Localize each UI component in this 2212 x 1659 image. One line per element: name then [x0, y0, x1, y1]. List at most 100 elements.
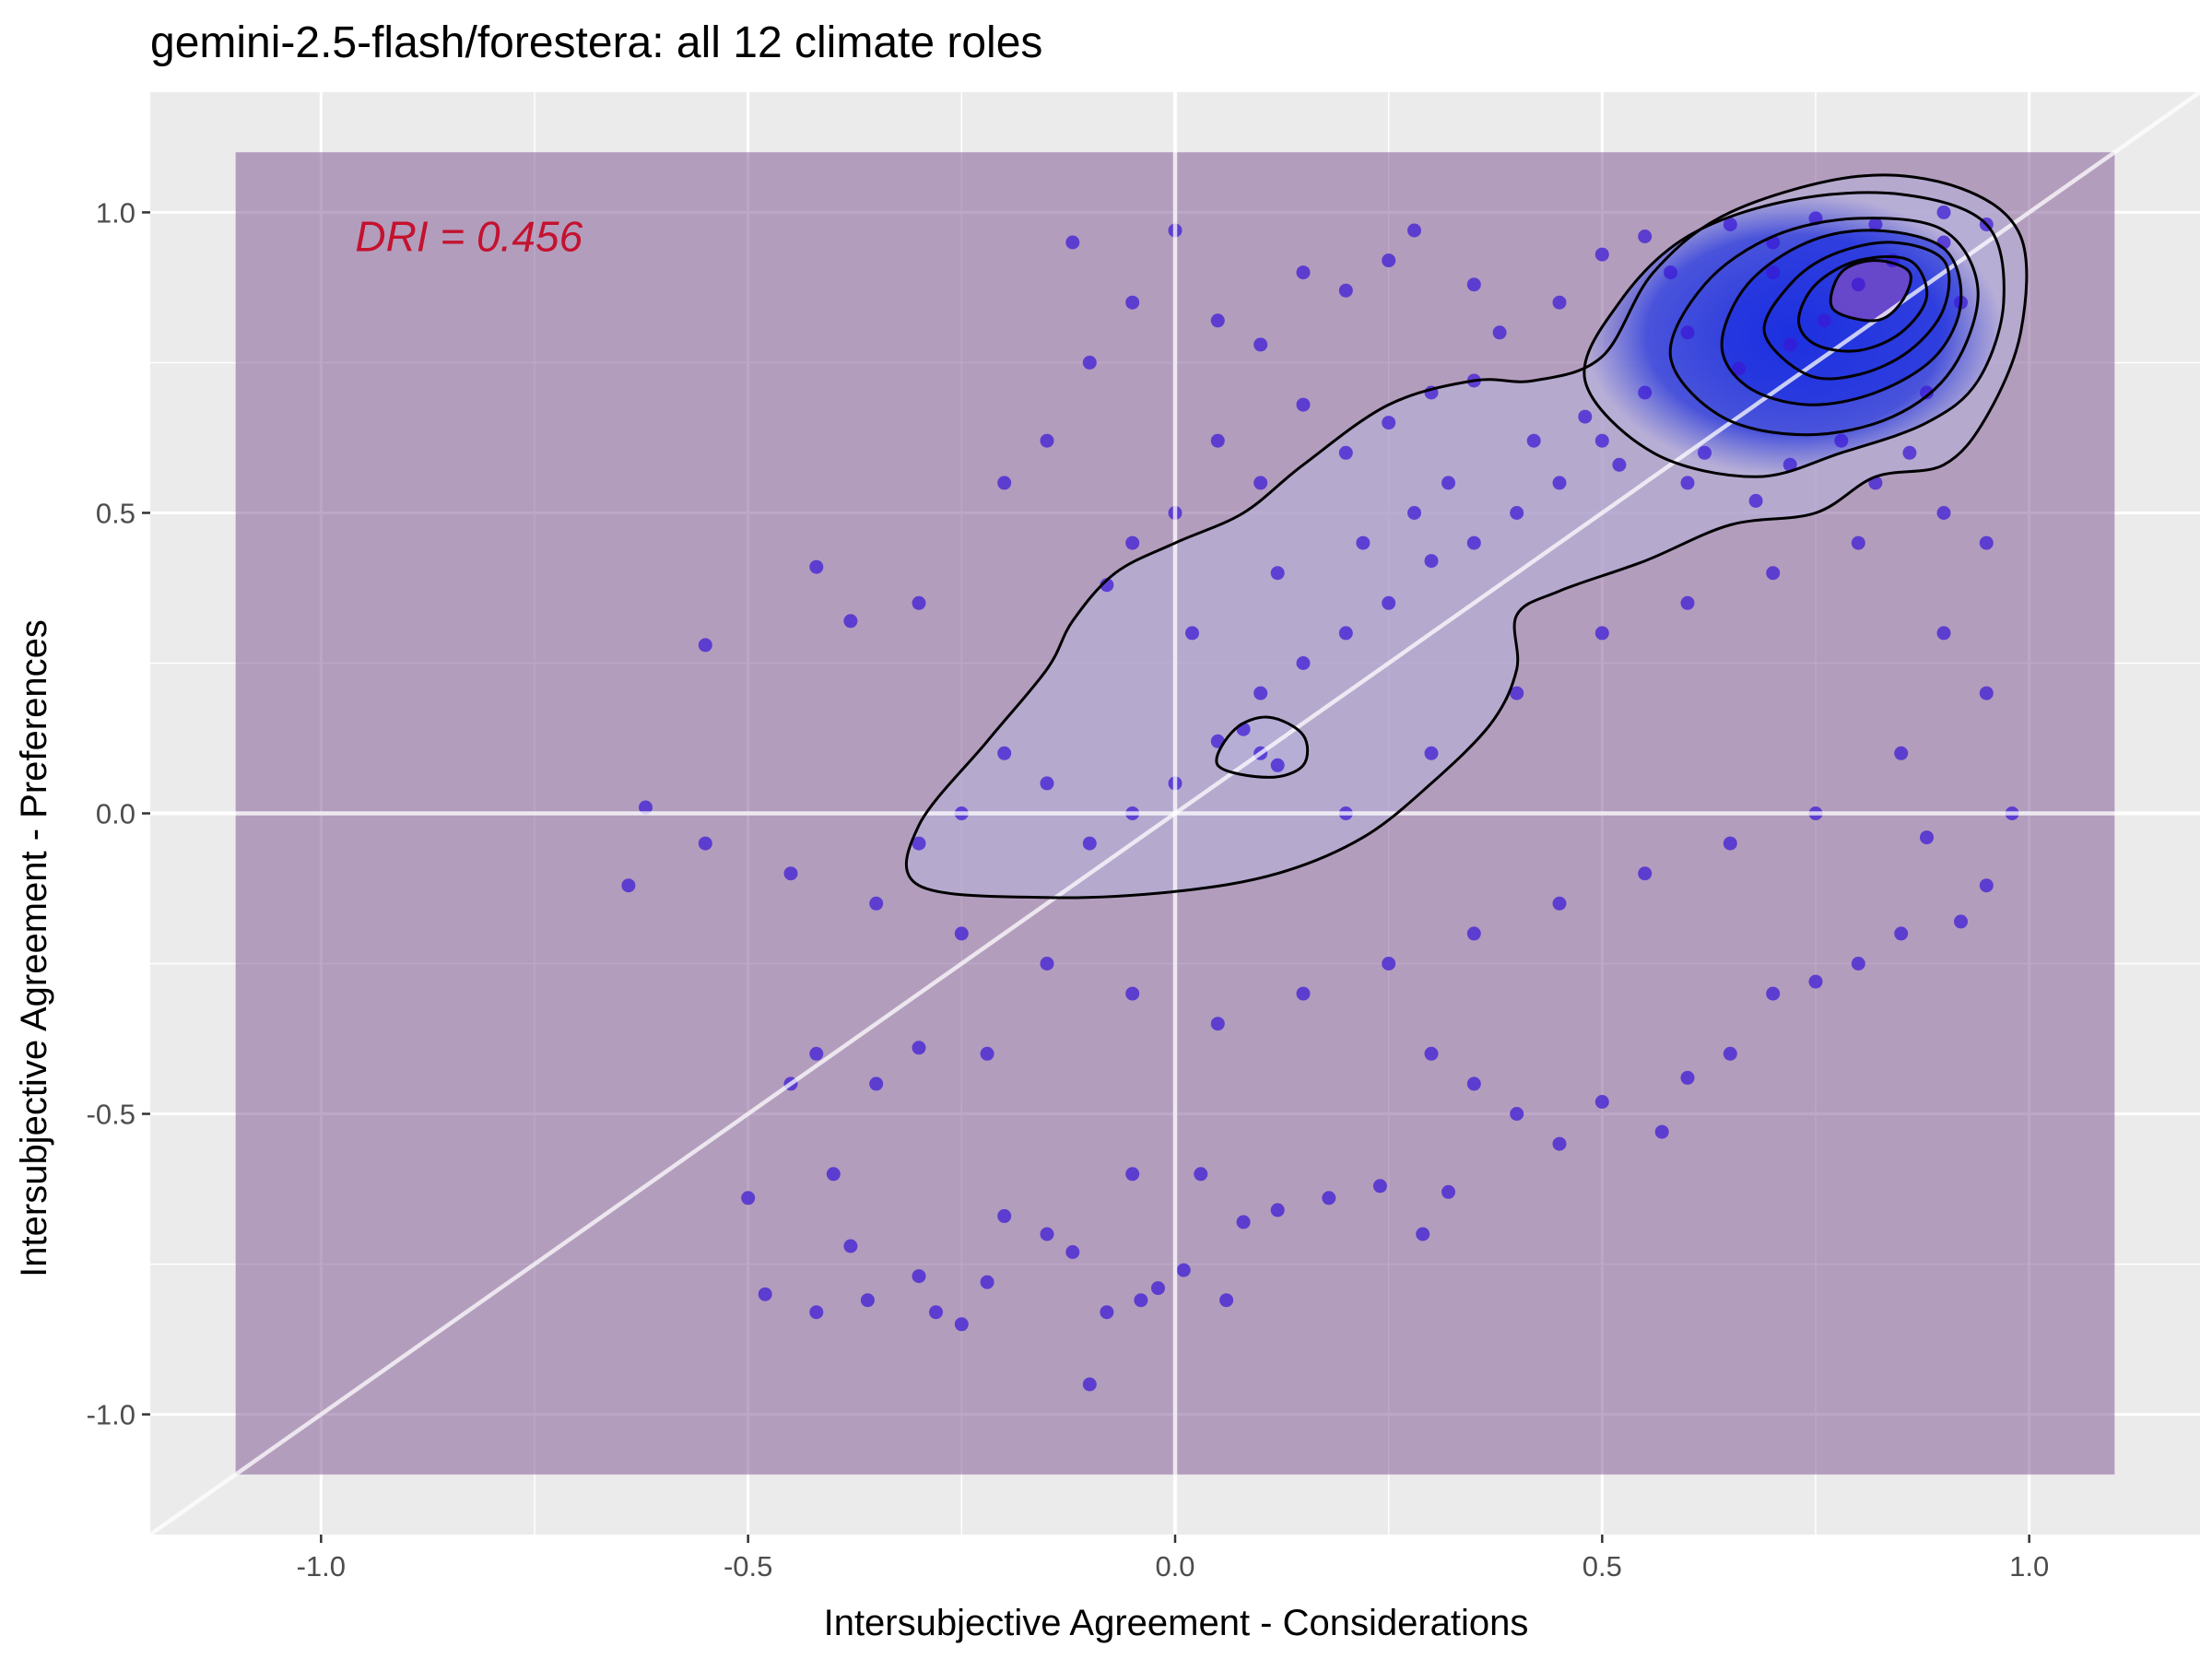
data-point [1253, 686, 1268, 700]
data-point [1466, 277, 1481, 292]
data-point [1100, 578, 1114, 593]
data-point [869, 896, 884, 911]
y-axis: -1.0 -0.5 0.0 0.5 1.0 [87, 196, 150, 1431]
data-point [809, 1046, 824, 1061]
data-point [1424, 746, 1439, 760]
data-point [1817, 313, 1831, 328]
data-point [1868, 218, 1883, 231]
data-point [1338, 283, 1353, 298]
data-point [1612, 457, 1627, 472]
data-point [1151, 1281, 1165, 1296]
data-point [1680, 1070, 1695, 1085]
data-point [1125, 1167, 1140, 1182]
data-point [1125, 295, 1140, 310]
data-point [621, 878, 636, 893]
data-point [1766, 566, 1781, 581]
data-point [741, 1191, 756, 1206]
data-point [1936, 626, 1951, 641]
data-point [1082, 1377, 1097, 1392]
data-point [1125, 535, 1140, 550]
data-point [1851, 957, 1865, 971]
data-point [698, 638, 712, 653]
reference-lines [150, 92, 2200, 1535]
data-point [1040, 433, 1054, 448]
data-point [1040, 776, 1054, 791]
data-point [954, 1317, 969, 1332]
data-point [1851, 535, 1865, 550]
data-point [1552, 476, 1567, 490]
data-point [1654, 1124, 1669, 1139]
data-point [1492, 325, 1507, 340]
data-point [1065, 1245, 1080, 1259]
data-point [1296, 397, 1311, 412]
data-point [1936, 205, 1951, 219]
data-point [843, 1239, 858, 1253]
data-point [639, 800, 653, 815]
data-point [1466, 926, 1481, 941]
data-point [1920, 385, 1934, 400]
data-point [912, 1041, 926, 1055]
data-point [869, 1077, 884, 1091]
data-point [1253, 476, 1268, 490]
data-point [843, 614, 858, 629]
data-point [1594, 626, 1609, 641]
data-point [1382, 595, 1396, 610]
data-point [1510, 1107, 1524, 1121]
data-point [980, 1275, 994, 1289]
data-point [1210, 433, 1225, 448]
data-point [929, 1305, 943, 1320]
data-point [1236, 1215, 1251, 1230]
data-point [1766, 986, 1781, 1001]
data-point [1253, 337, 1268, 352]
data-point [1979, 535, 1994, 550]
data-point [1372, 1179, 1387, 1194]
y-tick-label: -1.0 [87, 1399, 135, 1431]
data-point [1176, 1263, 1191, 1277]
density-contour-line [1215, 715, 1310, 779]
density-contour-line [1829, 259, 1912, 323]
data-point [1065, 235, 1080, 250]
data-point [1766, 265, 1781, 280]
data-point [1416, 1227, 1430, 1241]
data-point [783, 866, 798, 881]
data-point [1723, 1046, 1737, 1061]
density-contour-line [1668, 217, 1980, 437]
data-point [809, 1305, 824, 1320]
data-point [1552, 295, 1567, 310]
data-point [1808, 974, 1823, 989]
data-point [1578, 409, 1593, 424]
data-point [1040, 957, 1054, 971]
data-point [1680, 595, 1695, 610]
data-point [1894, 926, 1909, 941]
data-point [1851, 277, 1865, 292]
data-point [1407, 223, 1421, 238]
data-point [826, 1167, 841, 1182]
plot-panel: DRI = 0.456 [150, 92, 2200, 1535]
x-tick-label: 1.0 [2009, 1550, 2049, 1583]
x-tick-label: -1.0 [297, 1550, 346, 1583]
data-point [1382, 416, 1396, 430]
data-point [1296, 265, 1311, 280]
data-point [1783, 337, 1797, 352]
data-point [1510, 686, 1524, 700]
data-point [698, 836, 712, 851]
data-point [997, 746, 1012, 760]
data-point [997, 1208, 1012, 1223]
data-point [1322, 1191, 1336, 1206]
data-point [1510, 506, 1524, 520]
y-tick-label: 0.5 [96, 497, 135, 529]
x-tick-label: -0.5 [724, 1550, 772, 1583]
data-point [860, 1293, 875, 1308]
data-point [1526, 433, 1541, 448]
x-axis: -1.0 -0.5 0.0 0.5 1.0 [297, 1535, 2049, 1583]
data-point [954, 926, 969, 941]
x-tick-label: 0.5 [1583, 1550, 1622, 1583]
data-point [1270, 758, 1285, 772]
data-point [912, 836, 926, 851]
density-contours [904, 173, 2029, 900]
y-tick-label: 0.0 [96, 798, 135, 830]
data-point [1338, 445, 1353, 460]
data-point [1219, 1293, 1234, 1308]
data-point [1783, 457, 1797, 472]
data-point [1270, 566, 1285, 581]
